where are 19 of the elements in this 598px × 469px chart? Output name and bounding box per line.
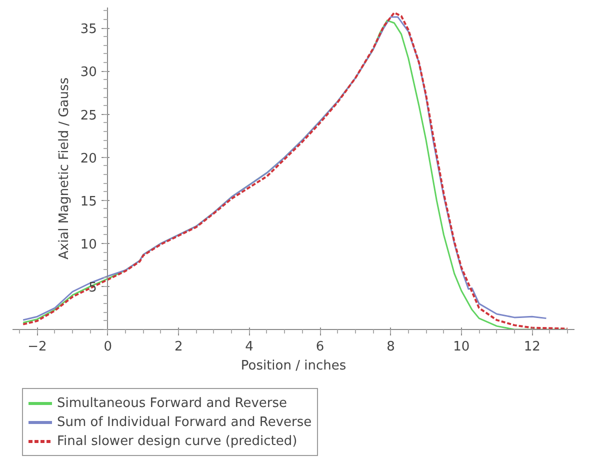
x-axis-title: Position / inches	[240, 358, 346, 374]
y-tick-label: 25	[80, 108, 97, 124]
x-tick-label: 0	[104, 340, 112, 354]
y-tick-label: 10	[80, 237, 97, 252]
x-tick-label: 8	[386, 340, 395, 354]
x-tick-label: −2	[28, 340, 47, 354]
y-tick-label: 35	[80, 22, 97, 38]
legend-label: Sum of Individual Forward and Reverse	[57, 414, 312, 431]
y-tick-label: 15	[80, 194, 97, 210]
x-tick-label: 10	[453, 340, 470, 354]
x-tick-label: 2	[174, 340, 183, 354]
x-tick-label: 4	[245, 340, 254, 354]
x-tick-label: 6	[316, 340, 324, 354]
y-tick-label: 30	[80, 65, 97, 80]
legend-label: Final slower design curve (predicted)	[57, 432, 298, 450]
x-tick-label: 12	[524, 340, 540, 354]
y-tick-label: 20	[80, 151, 97, 166]
y-axis-title: Axial Magnetic Field / Gauss	[56, 77, 72, 260]
legend-label: Simultaneous Forward and Reverse	[57, 394, 288, 412]
